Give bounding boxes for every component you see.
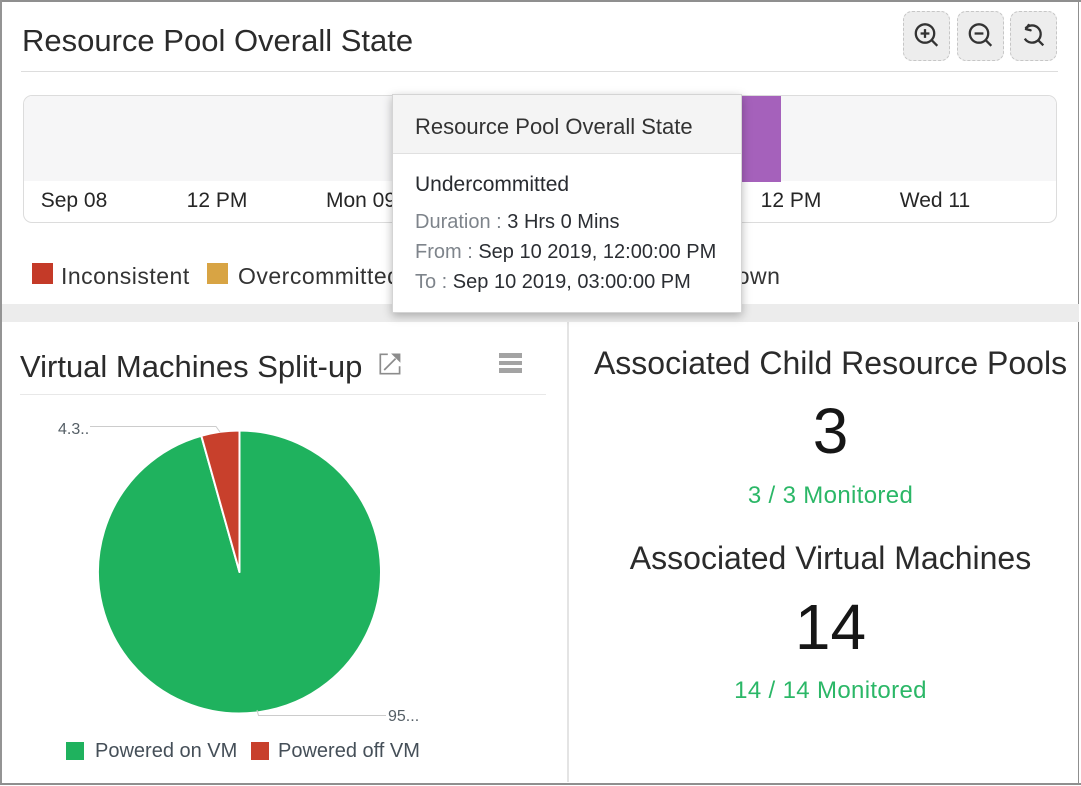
svg-text:95...: 95... [388, 708, 419, 725]
svg-text:4.3..: 4.3.. [58, 421, 89, 438]
